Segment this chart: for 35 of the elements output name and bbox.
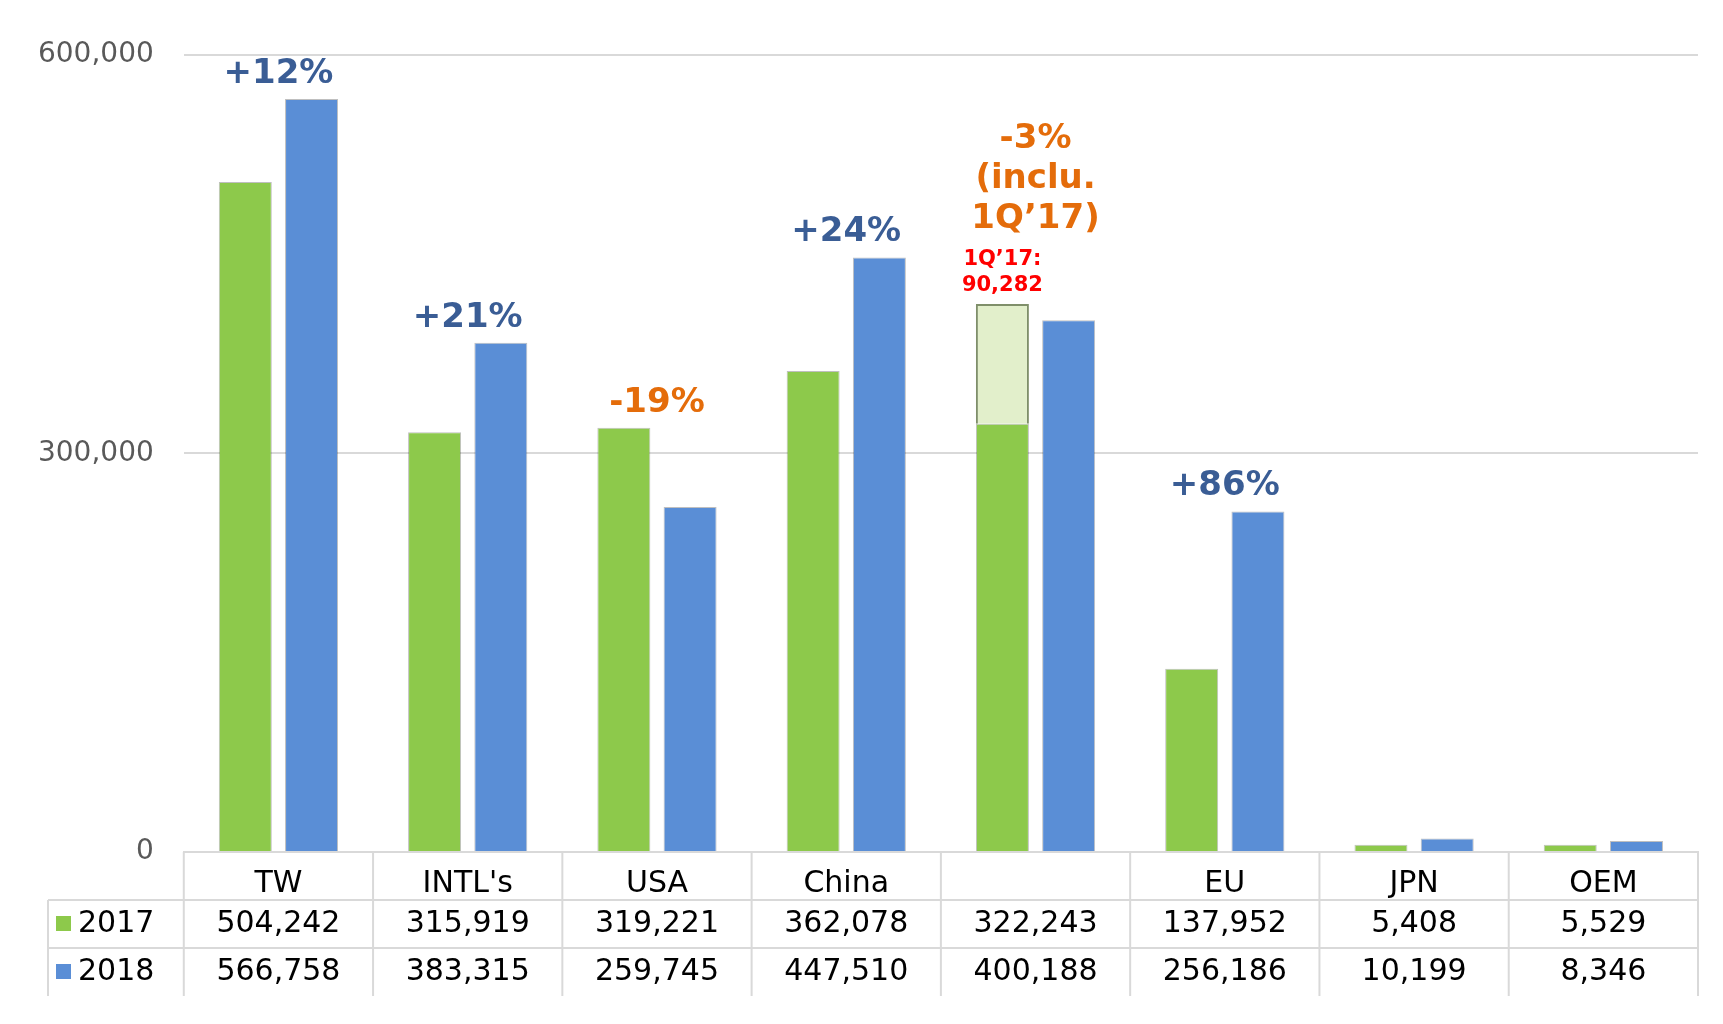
annotation: -3% (inclu. 1Q’17): [971, 115, 1100, 236]
annotation: +86%: [1169, 463, 1280, 504]
data-label: 1Q’17: 90,282: [961, 245, 1043, 296]
data-label: 10,199: [1361, 951, 1467, 987]
data-label: 322,243: [973, 903, 1098, 939]
annotation: +24%: [791, 209, 902, 250]
data-label: 504,242: [216, 903, 341, 939]
data-label: 400,188: [973, 951, 1098, 987]
data-label: 259,745: [594, 951, 720, 987]
x-tick-label: USA: [625, 863, 689, 899]
legend-label: 2017: [78, 903, 155, 939]
data-label: 137,952: [1162, 903, 1287, 939]
data-label: 8,346: [1560, 951, 1647, 987]
data-label: 383,315: [405, 951, 530, 987]
data-label: 5,408: [1371, 903, 1458, 939]
x-tick-label: China: [803, 863, 890, 899]
annotation: +21%: [412, 294, 523, 335]
legend-label: 2018: [78, 951, 155, 987]
data-label: 319,221: [594, 903, 720, 939]
x-tick-label: EU: [1204, 863, 1246, 899]
x-tick-label: INTL's: [422, 863, 513, 899]
x-tick-label: TW: [253, 863, 303, 899]
x-tick-label: JPN: [1387, 863, 1439, 899]
data-label: 315,919: [405, 903, 530, 939]
data-label: 362,078: [784, 903, 909, 939]
data-label: 566,758: [216, 951, 341, 987]
y-tick-label: 0: [135, 833, 154, 867]
y-tick-label: 300,000: [37, 434, 154, 468]
annotation: +12%: [223, 50, 334, 91]
annotation: -19%: [609, 379, 705, 420]
x-tick-label: OEM: [1569, 863, 1638, 899]
data-label: 5,529: [1560, 903, 1647, 939]
data-label: 256,186: [1162, 951, 1287, 987]
data-label: 447,510: [784, 951, 909, 987]
y-tick-label: 600,000: [37, 36, 154, 70]
